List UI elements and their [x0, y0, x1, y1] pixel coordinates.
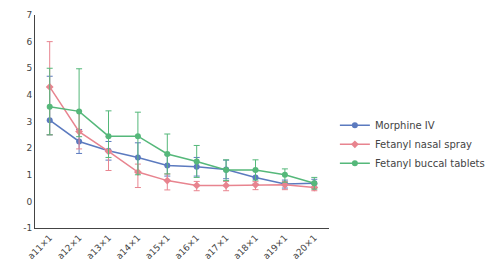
svg-text:a11×1: a11×1	[26, 233, 54, 261]
svg-text:a20×1: a20×1	[290, 233, 318, 261]
svg-text:a12×1: a12×1	[55, 233, 83, 261]
svg-text:a14×1: a14×1	[114, 233, 142, 261]
svg-text:a13×1: a13×1	[85, 233, 113, 261]
svg-text:a16×1: a16×1	[173, 233, 201, 261]
svg-text:2: 2	[26, 143, 32, 153]
svg-text:Morphine IV: Morphine IV	[375, 120, 435, 131]
svg-text:a18×1: a18×1	[232, 233, 260, 261]
svg-text:0: 0	[26, 197, 32, 207]
svg-text:5: 5	[26, 63, 32, 73]
svg-text:-1: -1	[23, 223, 32, 233]
svg-text:4: 4	[26, 90, 32, 100]
svg-text:a19×1: a19×1	[261, 233, 289, 261]
svg-text:1: 1	[26, 170, 32, 180]
svg-text:Fetanyl buccal tablets: Fetanyl buccal tablets	[375, 158, 485, 169]
svg-text:a15×1: a15×1	[143, 233, 171, 261]
svg-text:6: 6	[26, 37, 32, 47]
svg-text:a17×1: a17×1	[202, 233, 230, 261]
svg-text:3: 3	[26, 117, 32, 127]
svg-text:Fetanyl nasal spray: Fetanyl nasal spray	[375, 139, 472, 150]
svg-text:7: 7	[26, 10, 32, 20]
